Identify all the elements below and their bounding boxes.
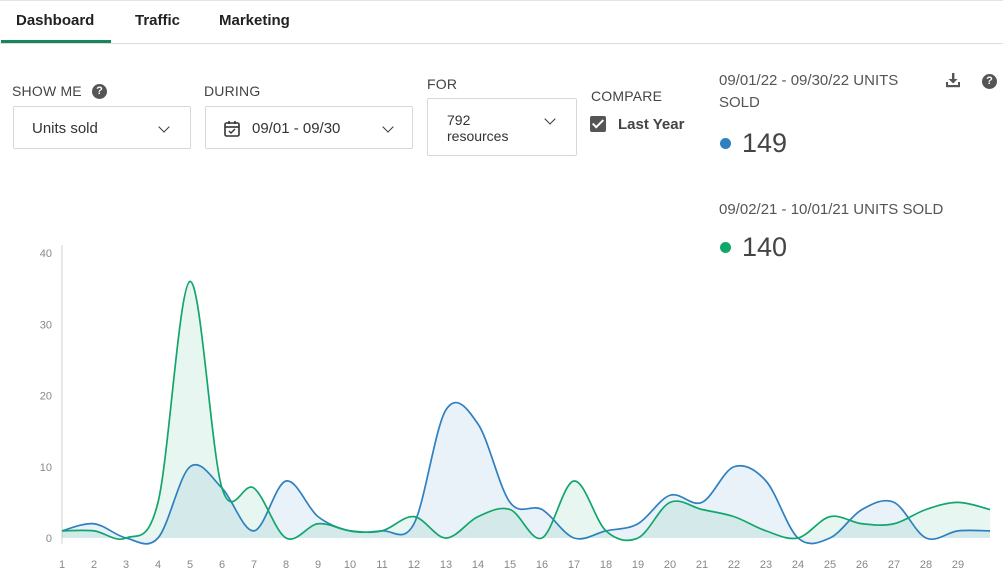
x-tick-label: 18 [600,559,612,571]
date-range-value: 09/01 - 09/30 [252,120,341,137]
y-tick-label: 10 [40,462,52,474]
current-period-label: 09/01/22 - 09/30/22 UNITS SOLD [719,72,899,111]
previous-period-label: 09/02/21 - 10/01/21 UNITS SOLD [719,201,944,218]
x-tick-label: 1 [59,559,65,571]
x-tick-label: 2 [91,559,97,571]
y-tick-label: 20 [40,391,52,403]
x-tick-label: 25 [824,559,836,571]
chevron-down-icon [544,113,556,125]
x-tick-label: 27 [888,559,900,571]
chevron-down-icon [382,121,394,133]
y-tick-label: 0 [46,533,52,545]
resources-select[interactable]: 792 resources [427,98,577,156]
x-tick-label: 3 [123,559,129,571]
chevron-down-icon [158,121,170,133]
x-tick-label: 16 [536,559,548,571]
help-icon[interactable]: ? [982,74,997,89]
x-tick-label: 6 [219,559,225,571]
during-label: DURING [204,83,261,99]
show-me-select[interactable]: Units sold [13,106,191,149]
current-total: 149 [742,128,788,158]
x-tick-label: 13 [440,559,452,571]
previous-total: 140 [742,232,788,262]
x-tick-label: 9 [315,559,321,571]
x-tick-label: 12 [408,559,420,571]
series-area-2 [62,281,990,541]
y-tick-label: 40 [40,248,52,260]
x-tick-label: 21 [696,559,708,571]
x-tick-label: 28 [920,559,932,571]
tab-dashboard[interactable]: Dashboard [16,12,95,29]
x-tick-label: 7 [251,559,257,571]
x-tick-label: 5 [187,559,193,571]
tab-traffic[interactable]: Traffic [135,12,181,29]
x-tick-label: 10 [344,559,356,571]
x-tick-label: 23 [760,559,772,571]
show-me-value: Units sold [32,120,98,137]
current-series-dot [720,138,731,149]
x-tick-label: 19 [632,559,644,571]
x-tick-label: 11 [376,559,387,571]
download-icon[interactable] [945,72,961,88]
date-range-select[interactable]: 09/01 - 09/30 [205,106,413,149]
previous-series-dot [720,242,731,253]
x-tick-label: 22 [728,559,740,571]
active-tab-indicator [1,40,111,43]
x-tick-label: 8 [283,559,289,571]
series-line-1 [61,401,991,545]
help-icon[interactable]: ? [92,84,107,99]
series-line-2 [61,280,991,542]
x-tick-label: 26 [856,559,868,571]
x-tick-label: 20 [664,559,676,571]
resources-count: 792 [447,112,471,128]
tab-marketing[interactable]: Marketing [219,12,290,29]
y-tick-label: 30 [40,319,52,331]
x-tick-label: 29 [952,559,964,571]
show-me-label: SHOW ME [12,83,82,99]
compare-label: COMPARE [591,88,663,104]
calendar-icon [224,121,240,137]
x-tick-label: 24 [792,559,804,571]
x-tick-label: 17 [568,559,580,571]
for-label: FOR [427,76,458,92]
x-tick-label: 4 [155,559,161,571]
series-area-1 [62,402,990,544]
tab-bar: Dashboard Traffic Marketing [0,0,1003,44]
x-tick-label: 15 [504,559,516,571]
top-border [0,0,1003,1]
resources-label: resources [447,128,509,144]
last-year-checkbox[interactable] [590,116,606,132]
last-year-label[interactable]: Last Year [618,116,685,133]
x-tick-label: 14 [472,559,484,571]
